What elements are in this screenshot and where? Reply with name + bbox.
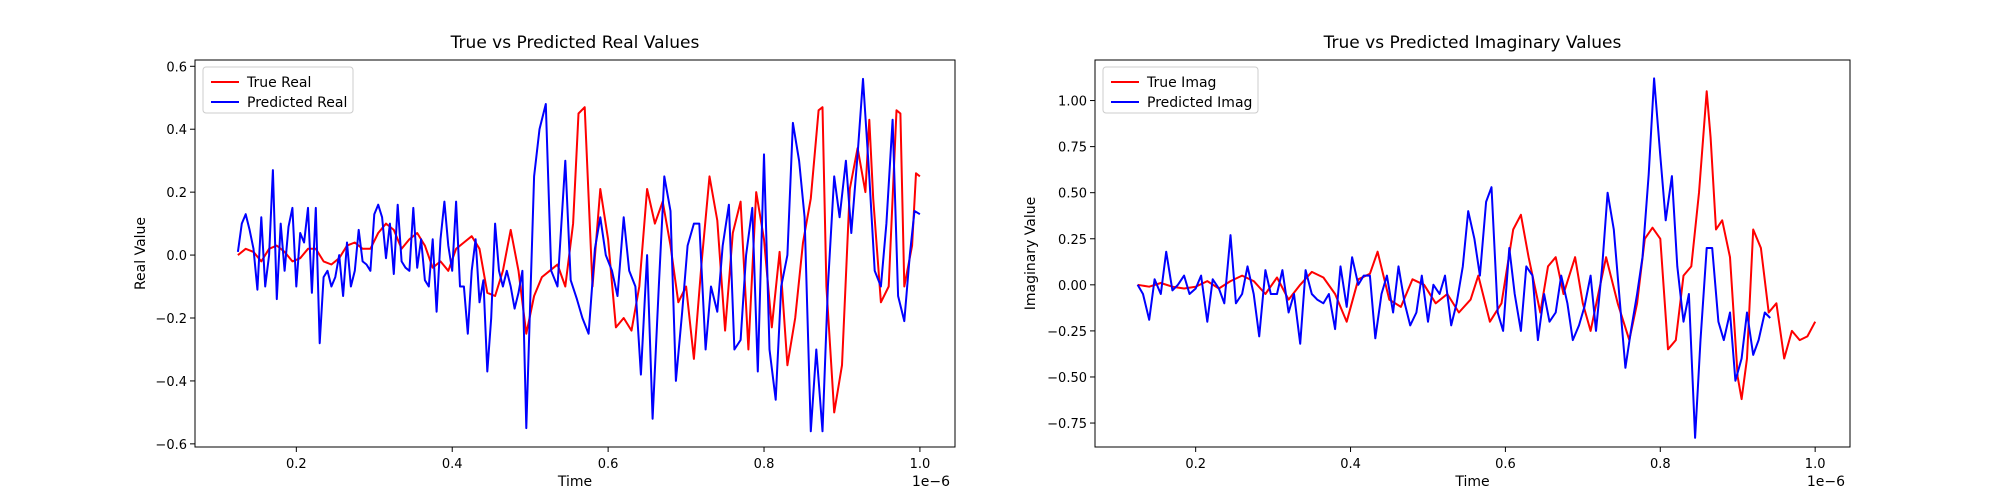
y-tick-label: −0.4: [155, 375, 187, 390]
x-tick-label: 1.0: [910, 457, 931, 472]
y-tick-label: 0.2: [166, 186, 187, 201]
subplot-2: True vs Predicted Imaginary Values 0.2 0.4…: [1023, 33, 1851, 490]
y-tick-label: −0.2: [155, 312, 187, 327]
axes-frame: [194, 59, 956, 448]
y-tick-label: 0.75: [1058, 141, 1087, 156]
legend: True Imag Predicted Imag: [1102, 66, 1259, 114]
axes-frame: [1094, 59, 1851, 448]
series-line-predicted: [236, 77, 921, 433]
x-offset-label: 1e−6: [912, 474, 950, 490]
legend-box: [1102, 66, 1259, 114]
y-axis-label: Real Value: [133, 217, 149, 290]
legend-label: True Imag: [1146, 75, 1216, 91]
x-tick-label: 0.2: [1185, 457, 1206, 472]
x-tick-label: 0.6: [1495, 457, 1516, 472]
series-line-predicted: [1136, 77, 1771, 439]
chart-title: True vs Predicted Imaginary Values: [1323, 33, 1622, 53]
y-tick-label: −0.50: [1047, 371, 1087, 386]
legend-label: Predicted Imag: [1147, 95, 1252, 111]
x-tick-label: 0.4: [442, 457, 463, 472]
x-tick-label: 0.8: [1650, 457, 1671, 472]
x-tick-label: 0.2: [286, 457, 307, 472]
y-tick-label: −0.75: [1047, 417, 1087, 432]
chart-title: True vs Predicted Real Values: [450, 33, 700, 53]
y-tick-label: 0.25: [1058, 233, 1087, 248]
y-tick-label: 0.6: [166, 60, 187, 75]
series-line-true: [1137, 90, 1817, 401]
legend-label: Predicted Real: [247, 95, 347, 111]
x-axis-label: Time: [557, 474, 592, 490]
legend-box: [202, 66, 354, 114]
y-tick-label: 0.50: [1058, 187, 1087, 202]
y-tick-label: −0.25: [1047, 325, 1087, 340]
y-tick-label: 0.00: [1058, 279, 1087, 294]
x-tick-label: 1.0: [1805, 457, 1826, 472]
subplot-1: True vs Predicted Real Values 0.2 0.4 0.6 0.…: [133, 33, 956, 490]
x-tick-label: 0.8: [754, 457, 775, 472]
x-tick-label: 0.4: [1340, 457, 1361, 472]
x-tick-label: 0.6: [598, 457, 619, 472]
y-tick-label: −0.6: [155, 438, 187, 453]
y-tick-label: 0.0: [166, 249, 187, 264]
x-offset-label: 1e−6: [1807, 474, 1845, 490]
y-tick-label: 1.00: [1058, 95, 1087, 110]
y-tick-label: 0.4: [166, 123, 187, 138]
legend-label: True Real: [246, 75, 311, 91]
x-axis-label: Time: [1454, 474, 1489, 490]
legend: True Real Predicted Real: [202, 66, 354, 114]
y-axis-label: Imaginary Value: [1023, 197, 1039, 311]
